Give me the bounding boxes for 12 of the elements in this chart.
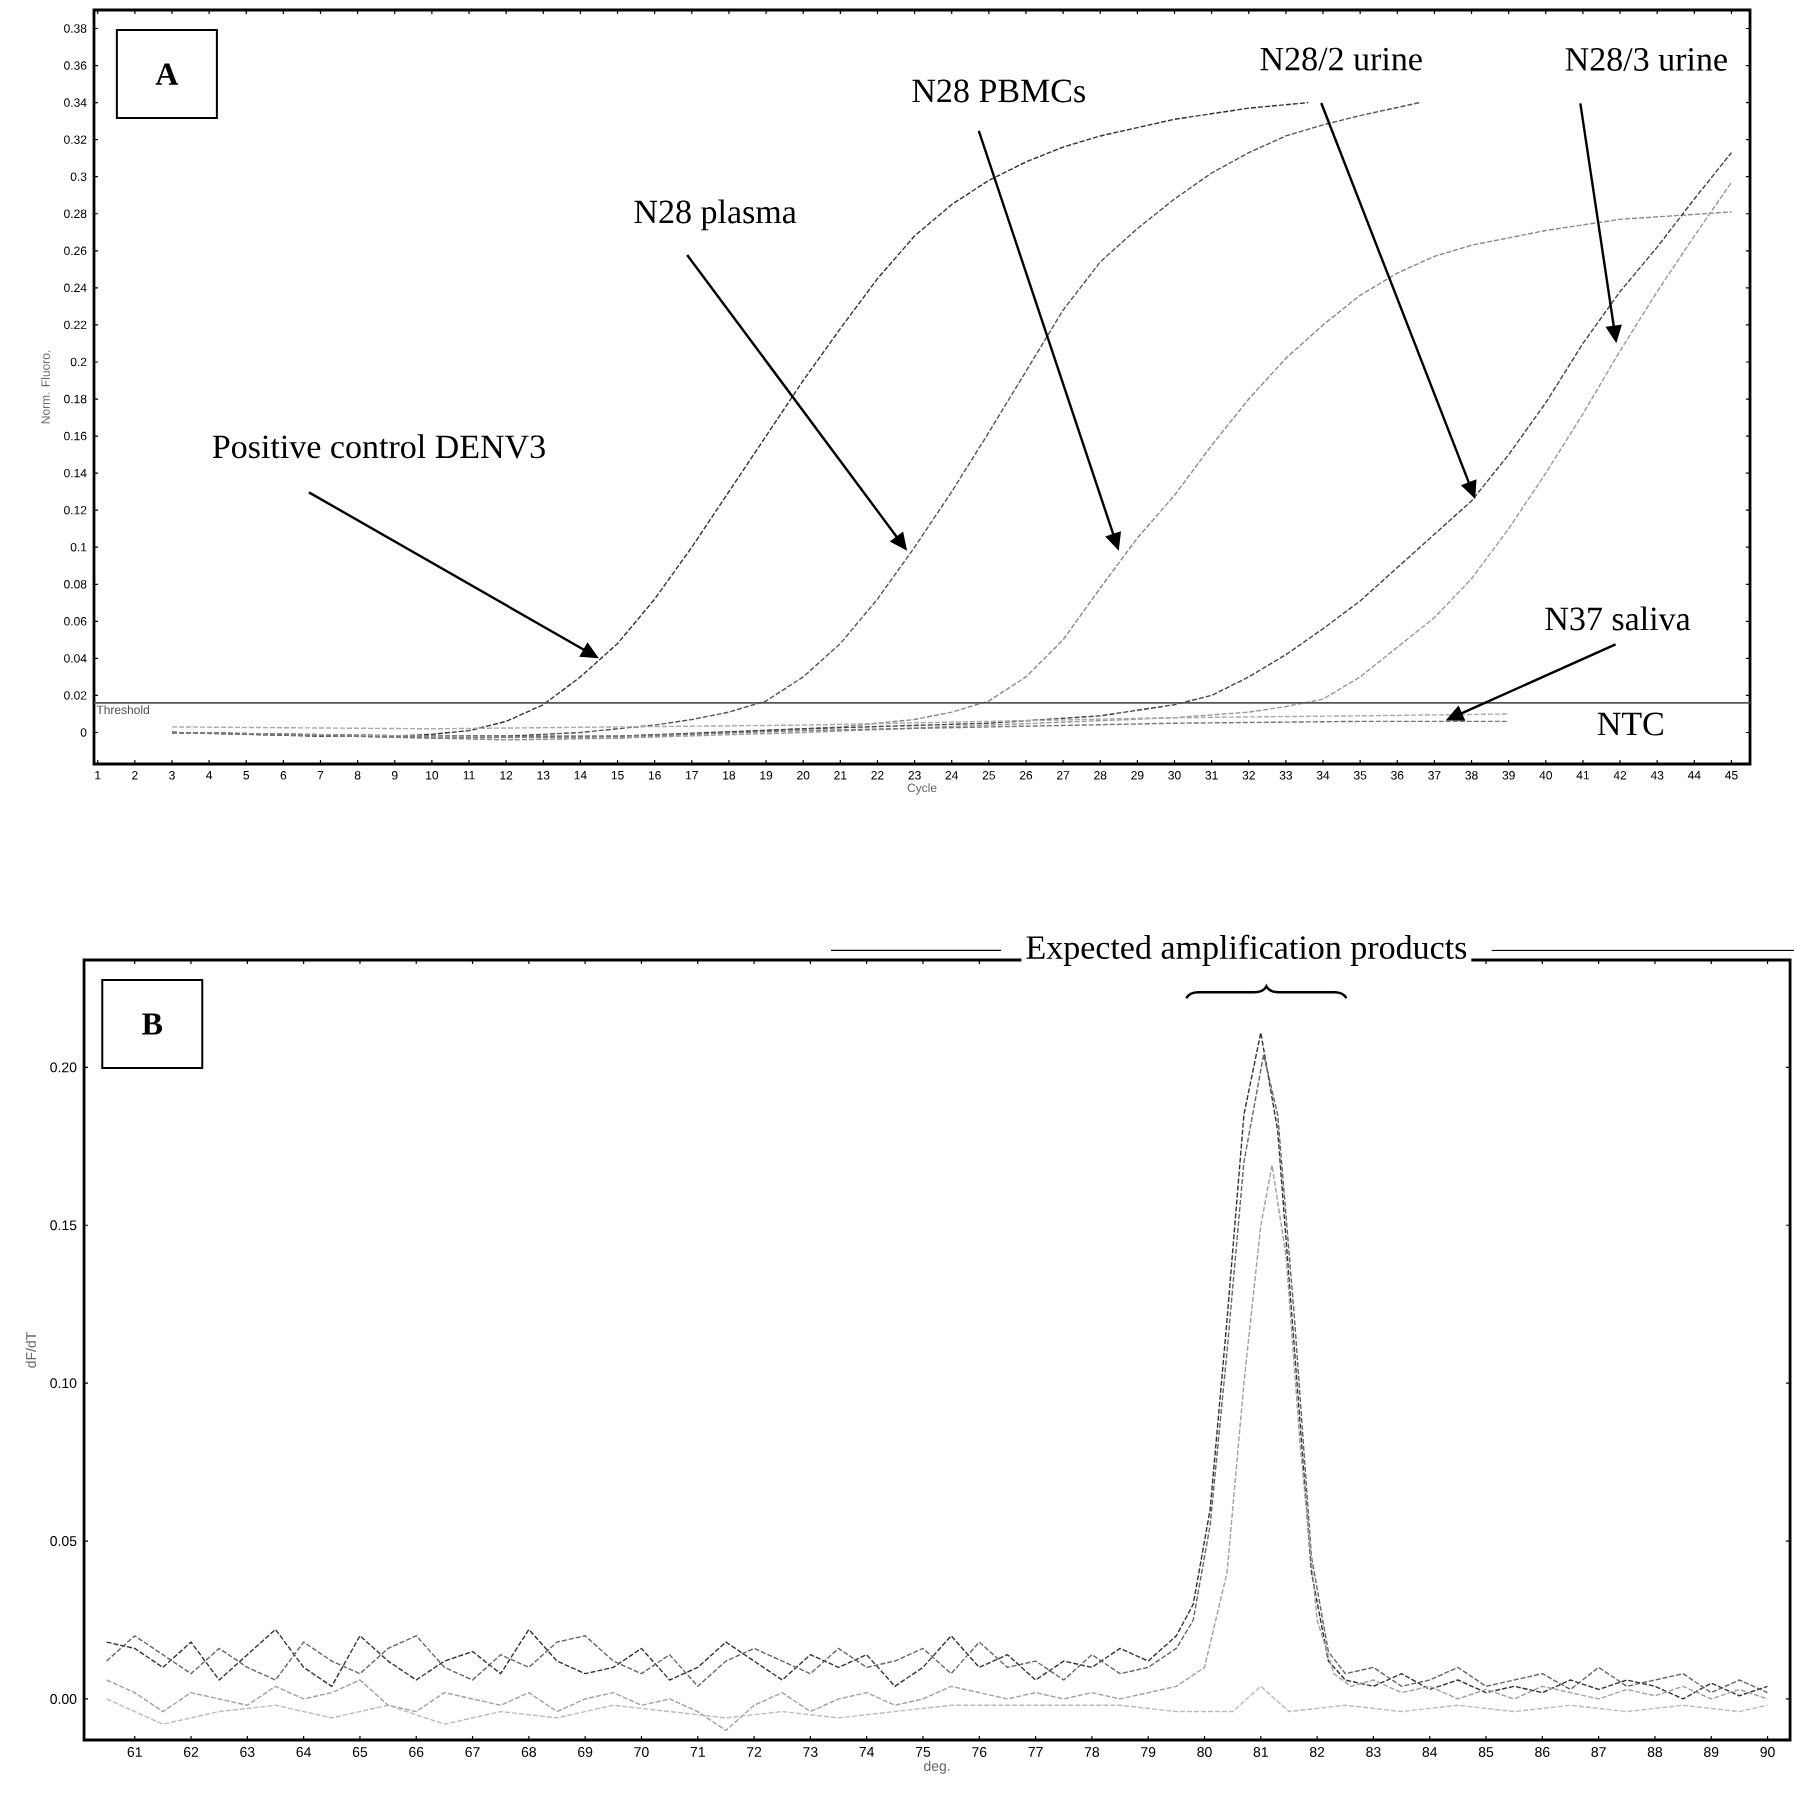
annotation: N28/2 urine	[1260, 47, 1422, 71]
annotation: N28 PBMCs	[912, 79, 1085, 103]
annotation: Expected amplification products	[1026, 934, 1467, 966]
annotation: Positive control DENV3	[212, 434, 545, 459]
annotation: NTC	[1597, 712, 1663, 736]
line-series	[171, 720, 1510, 739]
line-series	[171, 713, 1510, 730]
annotation: N28/3 urine	[1565, 47, 1727, 71]
text: A	[155, 63, 179, 85]
annotation: N37 saliva	[1545, 606, 1691, 631]
annotation: N28 plasma	[634, 199, 797, 231]
text: B	[142, 1013, 163, 1035]
